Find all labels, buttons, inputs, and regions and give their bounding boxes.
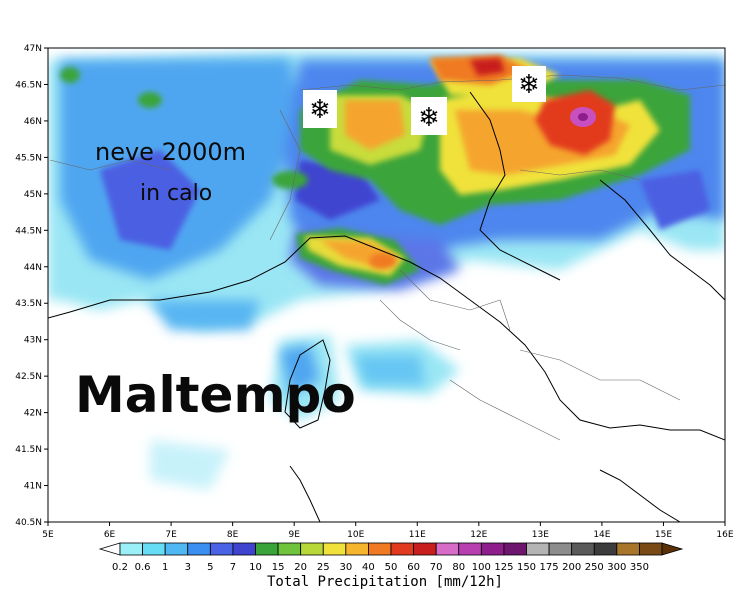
legend-swatch (548, 542, 573, 556)
snowflake-icon: ❄ (512, 66, 546, 102)
legend-swatch (119, 542, 143, 556)
legend-swatch (413, 542, 437, 556)
lat-tick-label: 40.5N (15, 518, 42, 528)
legend-label: 50 (385, 562, 398, 573)
legend-label: 0.2 (112, 562, 128, 573)
legend-swatch (639, 542, 663, 556)
lat-tick-label: 46N (24, 117, 42, 127)
annotation-trend: in calo (140, 181, 212, 206)
legend-swatch (98, 542, 121, 556)
lat-tick-label: 44.5N (15, 226, 42, 236)
lat-tick-label: 43N (24, 336, 42, 346)
svg-text:❄: ❄ (309, 95, 331, 125)
legend-swatch (571, 542, 595, 556)
legend-label: 175 (540, 562, 559, 573)
lon-tick-label: 5E (42, 530, 54, 540)
lon-tick-label: 8E (227, 530, 239, 540)
lat-tick-label: 42N (24, 409, 42, 419)
latitude-axis: 47N 46.5N 46N 45.5N 45N 44.5N 44N 43.5N 43N 42.5N… (15, 44, 48, 528)
lon-tick-label: 14E (593, 530, 610, 540)
legend-label: 80 (452, 562, 465, 573)
legend-label: 3 (185, 562, 191, 573)
lat-tick-label: 41N (24, 482, 42, 492)
lat-tick-label: 45N (24, 190, 42, 200)
map-frame (47, 47, 726, 523)
legend-label: 15 (272, 562, 285, 573)
legend-label: 0.6 (135, 562, 151, 573)
lon-tick-label: 16E (716, 530, 733, 540)
legend-swatch (255, 542, 279, 556)
legend-swatch (322, 542, 347, 556)
admin-borders (49, 74, 725, 441)
legend-label: 70 (430, 562, 443, 573)
legend-swatch (232, 542, 256, 556)
lat-tick-label: 43.5N (15, 299, 42, 309)
svg-text:❄: ❄ (418, 103, 440, 133)
lon-tick-label: 7E (165, 530, 177, 540)
precipitation-field (48, 52, 725, 522)
legend-label: 200 (562, 562, 581, 573)
legend-label: 125 (494, 562, 513, 573)
legend-swatch (277, 542, 302, 556)
legend-labels: 0.2 0.6 1 3 5 7 10 15 20 25 30 40 50 60 70 80 100 125 150 1… (112, 562, 649, 573)
legend-swatch (300, 542, 324, 556)
legend-swatch (480, 542, 505, 556)
coastline (48, 91, 725, 522)
legend-swatch (164, 542, 189, 556)
legend-label: 20 (294, 562, 307, 573)
legend-swatch (661, 542, 684, 556)
lon-tick-label: 15E (655, 530, 672, 540)
headline-maltempo: Maltempo (75, 366, 356, 424)
svg-text:❄: ❄ (518, 70, 540, 100)
legend-label: 1 (162, 562, 168, 573)
legend-title: Total Precipitation [mm/12h] (267, 574, 503, 590)
legend-swatch (142, 542, 166, 556)
annotation-snow-level: neve 2000m (95, 138, 246, 166)
lon-tick-label: 12E (470, 530, 487, 540)
legend-label: 300 (607, 562, 626, 573)
legend-label: 100 (472, 562, 491, 573)
legend-label: 40 (362, 562, 375, 573)
lat-tick-label: 44N (24, 263, 42, 273)
lon-tick-label: 13E (532, 530, 549, 540)
lat-tick-label: 45.5N (15, 153, 42, 163)
legend-label: 5 (207, 562, 213, 573)
legend-label: 350 (630, 562, 649, 573)
legend-label: 250 (585, 562, 604, 573)
legend-swatch (368, 542, 392, 556)
legend-swatch (209, 542, 234, 556)
lat-tick-label: 46.5N (15, 80, 42, 90)
legend-swatch (458, 542, 482, 556)
snowflake-icon: ❄ (411, 97, 447, 135)
lon-tick-label: 6E (104, 530, 116, 540)
legend-label: 60 (407, 562, 420, 573)
longitude-axis: 5E 6E 7E 8E 9E 10E 11E 12E 13E 14E 15E 16E (42, 522, 734, 540)
lat-tick-label: 42.5N (15, 372, 42, 382)
legend-swatch (345, 542, 369, 556)
legend-swatch (503, 542, 527, 556)
legend-label: 10 (249, 562, 262, 573)
lon-tick-label: 10E (347, 530, 364, 540)
lat-tick-label: 47N (24, 44, 42, 54)
legend-swatch (526, 542, 550, 556)
lat-tick-label: 41.5N (15, 445, 42, 455)
legend-swatch (390, 542, 414, 556)
legend-swatch (593, 542, 618, 556)
legend-label: 30 (339, 562, 352, 573)
legend-swatch (187, 542, 211, 556)
legend-label: 150 (517, 562, 536, 573)
legend-label: 25 (317, 562, 330, 573)
legend-swatch (616, 542, 640, 556)
legend-colorbar (98, 542, 684, 556)
lon-tick-label: 11E (409, 530, 426, 540)
lon-tick-label: 9E (288, 530, 300, 540)
legend-label: 7 (230, 562, 236, 573)
snowflake-icon: ❄ (303, 90, 337, 128)
legend-swatch (435, 542, 460, 556)
